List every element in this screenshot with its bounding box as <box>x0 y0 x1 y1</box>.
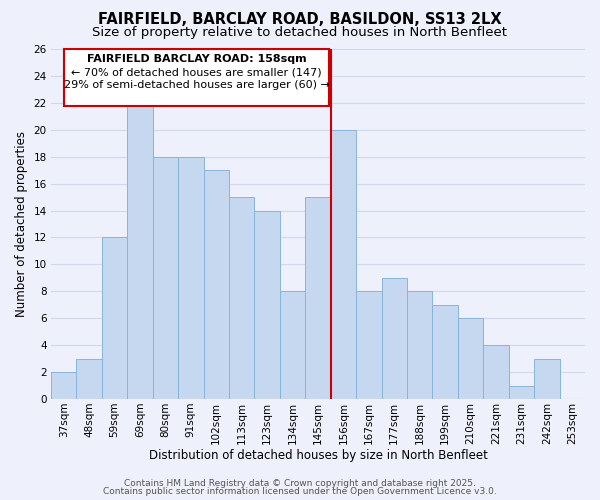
Text: 29% of semi-detached houses are larger (60) →: 29% of semi-detached houses are larger (… <box>64 80 329 90</box>
Text: FAIRFIELD, BARCLAY ROAD, BASILDON, SS13 2LX: FAIRFIELD, BARCLAY ROAD, BASILDON, SS13 … <box>98 12 502 28</box>
Bar <box>331 130 356 399</box>
Bar <box>356 292 382 399</box>
X-axis label: Distribution of detached houses by size in North Benfleet: Distribution of detached houses by size … <box>149 450 487 462</box>
FancyBboxPatch shape <box>64 49 329 106</box>
Bar <box>407 292 433 399</box>
Bar <box>534 358 560 399</box>
Bar <box>458 318 483 399</box>
Y-axis label: Number of detached properties: Number of detached properties <box>15 131 28 317</box>
Text: Contains HM Land Registry data © Crown copyright and database right 2025.: Contains HM Land Registry data © Crown c… <box>124 478 476 488</box>
Bar <box>76 358 102 399</box>
Bar <box>51 372 76 399</box>
Bar <box>305 197 331 399</box>
Bar <box>152 156 178 399</box>
Text: ← 70% of detached houses are smaller (147): ← 70% of detached houses are smaller (14… <box>71 68 322 78</box>
Bar <box>254 210 280 399</box>
Bar <box>127 103 152 399</box>
Bar <box>483 345 509 399</box>
Bar <box>229 197 254 399</box>
Bar <box>509 386 534 399</box>
Bar <box>280 292 305 399</box>
Text: Contains public sector information licensed under the Open Government Licence v3: Contains public sector information licen… <box>103 487 497 496</box>
Text: FAIRFIELD BARCLAY ROAD: 158sqm: FAIRFIELD BARCLAY ROAD: 158sqm <box>87 54 307 64</box>
Bar <box>102 238 127 399</box>
Bar <box>382 278 407 399</box>
Bar <box>433 305 458 399</box>
Bar <box>178 156 203 399</box>
Text: Size of property relative to detached houses in North Benfleet: Size of property relative to detached ho… <box>92 26 508 39</box>
Bar <box>203 170 229 399</box>
